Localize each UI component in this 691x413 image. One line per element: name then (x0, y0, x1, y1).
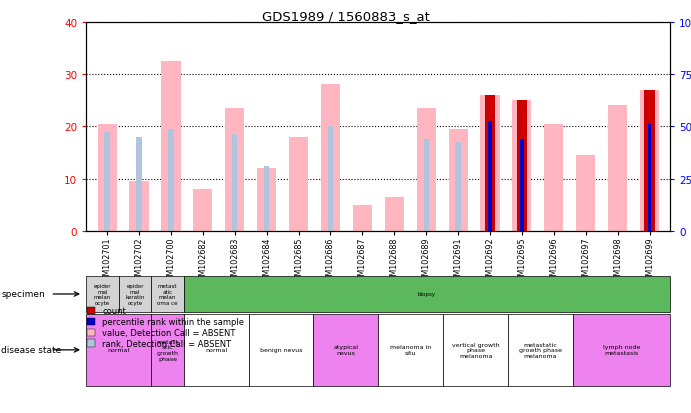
Bar (576, 156, 595, 231)
Bar (225, 109, 245, 231)
Bar (519, 142, 524, 231)
Text: atypical
nevus: atypical nevus (333, 344, 359, 356)
Text: epider
mal
keratin
ocyte: epider mal keratin ocyte (125, 284, 144, 305)
Bar (520, 140, 524, 231)
Text: metastatic
growth phase
melanoma: metastatic growth phase melanoma (519, 342, 562, 358)
Text: value, Detection Call = ABSENT: value, Detection Call = ABSENT (102, 328, 236, 337)
Text: GDS1989 / 1560883_s_at: GDS1989 / 1560883_s_at (262, 10, 429, 23)
Bar (129, 182, 149, 231)
Bar (647, 124, 651, 231)
Text: metast
atic
melan
oma ce: metast atic melan oma ce (158, 284, 178, 305)
Text: benign nevus: benign nevus (260, 347, 302, 353)
Bar (512, 101, 531, 231)
Bar (385, 197, 404, 231)
Text: specimen: specimen (1, 290, 45, 299)
Text: epider
mal
melan
ocyte: epider mal melan ocyte (94, 284, 111, 305)
Bar (644, 90, 655, 231)
Bar (484, 96, 495, 231)
Bar (104, 132, 110, 231)
Bar (448, 130, 468, 231)
Bar (289, 138, 308, 231)
Text: lymph node
metastasis: lymph node metastasis (603, 344, 641, 356)
Text: metast
atic
growth
phase: metast atic growth phase (156, 339, 178, 361)
Text: vertical growth
phase
melanoma: vertical growth phase melanoma (452, 342, 500, 358)
Bar (257, 169, 276, 231)
Bar (480, 96, 500, 231)
Text: biopsy: biopsy (418, 292, 436, 297)
Bar (417, 109, 436, 231)
Bar (640, 90, 659, 231)
Text: rank, Detection Call = ABSENT: rank, Detection Call = ABSENT (102, 339, 231, 348)
Bar (353, 205, 372, 231)
Bar (97, 124, 117, 231)
Bar (168, 130, 173, 231)
Bar (162, 62, 180, 231)
Bar (328, 127, 333, 231)
Bar (424, 140, 429, 231)
Text: normal: normal (108, 347, 130, 353)
Bar (608, 106, 627, 231)
Bar (489, 122, 492, 231)
Bar (136, 138, 142, 231)
Bar (455, 142, 461, 231)
Text: normal: normal (205, 347, 227, 353)
Bar (232, 135, 238, 231)
Bar (517, 101, 527, 231)
Text: percentile rank within the sample: percentile rank within the sample (102, 317, 244, 326)
Bar (647, 124, 652, 231)
Bar (193, 190, 212, 231)
Bar (545, 124, 563, 231)
Text: melanoma in
situ: melanoma in situ (390, 344, 431, 356)
Bar (264, 166, 269, 231)
Text: count: count (102, 306, 126, 316)
Text: disease state: disease state (1, 346, 61, 354)
Bar (321, 85, 340, 231)
